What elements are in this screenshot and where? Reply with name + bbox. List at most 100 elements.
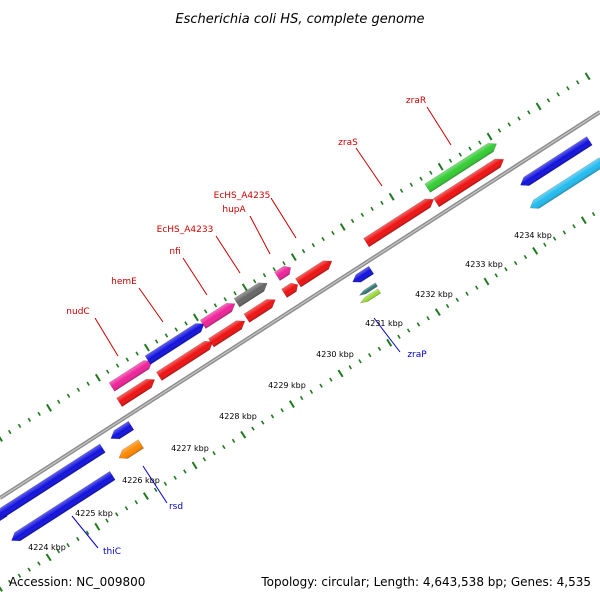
tick-mark xyxy=(517,116,521,121)
leader-zraR xyxy=(426,106,452,146)
tick-mark xyxy=(301,248,306,254)
tick-mark xyxy=(191,461,198,470)
feature-EcHS_A4233 xyxy=(233,282,268,308)
feature-EcHS_A4235 xyxy=(295,260,333,288)
tick-mark xyxy=(348,365,352,370)
tick-mark xyxy=(174,327,178,332)
feature-nudC xyxy=(108,360,153,392)
feature-zraP-blue xyxy=(352,265,375,283)
feature-track xyxy=(0,136,600,542)
tick-mark xyxy=(115,512,119,517)
tick-mark xyxy=(17,573,22,578)
leader-rsd xyxy=(142,465,168,504)
tick-mark xyxy=(66,542,70,548)
tick-mark xyxy=(513,260,518,266)
tick-mark xyxy=(173,475,177,480)
tick-mark xyxy=(339,223,346,231)
feature-blue-rev-2 xyxy=(110,420,135,440)
feature-blue-rev-3 xyxy=(520,136,593,186)
tick-mark xyxy=(576,80,580,85)
tick-mark xyxy=(409,182,414,187)
tick-mark xyxy=(124,506,129,511)
tick-mark xyxy=(46,403,52,412)
tick-rows xyxy=(0,72,596,592)
tick-mark xyxy=(85,530,90,535)
feature-thiC xyxy=(11,470,116,542)
map-title: Escherichia coli HS, complete genome xyxy=(175,12,424,27)
tick-mark xyxy=(546,98,551,103)
feature-zraS xyxy=(363,198,435,248)
leader-nudC xyxy=(94,317,119,357)
tick-mark xyxy=(270,414,275,419)
tick-mark xyxy=(45,553,52,562)
gene-label-EcHS_A4233: EcHS_A4233 xyxy=(157,225,214,235)
tick-mark xyxy=(164,333,169,338)
tick-mark xyxy=(445,303,450,309)
tick-mark xyxy=(282,261,286,266)
tick-mark xyxy=(183,469,187,474)
scale-label: 4225 kbp xyxy=(75,509,113,518)
tick-mark xyxy=(290,253,297,262)
tick-mark xyxy=(535,102,542,111)
tick-mark xyxy=(455,297,460,303)
tick-mark xyxy=(468,146,472,151)
feature-red-6 xyxy=(433,158,505,208)
gene-label-EcHS_A4235: EcHS_A4235 xyxy=(214,191,271,201)
tick-mark xyxy=(507,122,511,127)
tick-mark xyxy=(76,536,80,542)
tick-mark xyxy=(231,438,236,444)
tick-mark xyxy=(37,561,41,566)
feature-zraP-teal xyxy=(358,282,378,296)
scale-label: 4227 kbp xyxy=(171,444,209,453)
tick-mark xyxy=(483,277,490,286)
tick-mark xyxy=(458,152,462,157)
tick-mark xyxy=(358,359,362,364)
tick-mark xyxy=(311,242,316,248)
gene-label-zraP: zraP xyxy=(407,350,427,360)
tick-mark xyxy=(497,128,502,133)
tick-mark xyxy=(434,308,441,317)
feature-red-5 xyxy=(281,282,299,298)
leader-EcHS_A4235 xyxy=(270,197,297,239)
tick-mark xyxy=(17,423,22,429)
tick-mark xyxy=(94,373,101,382)
tick-mark xyxy=(309,389,314,394)
tick-mark xyxy=(272,267,276,272)
feature-blue-rev-1 xyxy=(0,443,106,517)
tick-mark xyxy=(388,192,395,201)
scale-labels: 4224 kbp 4225 kbp 4226 kbp 4227 kbp 4228… xyxy=(28,231,552,552)
tick-mark xyxy=(523,254,528,260)
scale-label: 4224 kbp xyxy=(28,543,66,552)
tick-mark xyxy=(27,567,31,572)
tick-mark xyxy=(591,211,596,217)
tick-mark xyxy=(584,72,591,81)
tick-mark xyxy=(0,586,3,592)
tick-mark xyxy=(475,285,479,290)
tick-mark xyxy=(319,383,323,388)
feature-red-4 xyxy=(243,299,276,323)
tick-mark xyxy=(527,110,531,115)
tick-mark xyxy=(56,549,61,554)
tick-mark xyxy=(57,399,61,404)
feature-red-2 xyxy=(155,340,214,381)
tick-mark xyxy=(426,316,430,321)
tick-mark xyxy=(8,579,12,585)
tick-mark xyxy=(552,236,557,241)
tick-mark xyxy=(556,92,560,97)
tick-mark xyxy=(241,283,248,292)
tick-mark xyxy=(163,481,168,486)
tick-mark xyxy=(27,417,32,423)
tick-mark xyxy=(494,273,498,278)
leader-nfi xyxy=(182,257,208,296)
feature-hupA xyxy=(274,265,292,281)
tick-mark xyxy=(397,334,401,339)
tick-mark xyxy=(299,395,304,401)
tick-mark xyxy=(105,518,109,523)
tick-mark xyxy=(125,357,130,362)
tick-mark xyxy=(76,387,81,392)
tick-mark xyxy=(8,429,12,435)
tick-mark xyxy=(37,411,41,417)
tick-mark xyxy=(115,363,120,368)
tick-mark xyxy=(448,158,453,163)
tick-mark xyxy=(331,230,335,236)
